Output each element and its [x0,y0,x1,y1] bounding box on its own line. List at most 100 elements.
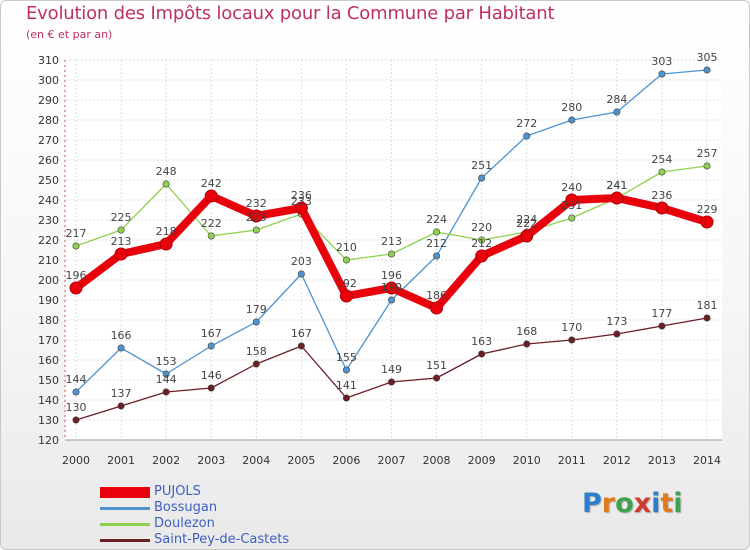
logo-letter: r [601,488,616,519]
data-label: 192 [336,277,357,290]
legend-swatch-saint-pey [100,539,150,542]
data-point [433,228,441,236]
data-point [475,249,489,263]
data-label: 173 [606,315,627,328]
data-label: 224 [516,213,537,226]
chart-legend: PUJOLS Bossugan Doulezon Saint-Pey-de-Ca… [100,484,360,548]
x-tick-label: 2011 [558,454,586,467]
data-point [523,132,531,140]
data-label: 210 [336,241,357,254]
data-label: 229 [697,203,718,216]
x-tick-label: 2007 [378,454,406,467]
data-point [342,394,350,402]
data-point [162,388,170,396]
data-label: 144 [156,373,177,386]
data-label: 222 [201,217,222,230]
data-point [252,226,260,234]
data-label: 146 [201,369,222,382]
legend-label-doulezon: Doulezon [154,516,215,531]
data-point [565,193,579,207]
data-point [387,250,395,258]
data-label: 151 [426,359,447,372]
data-label: 217 [66,227,87,240]
data-label: 220 [471,221,492,234]
data-point [387,296,395,304]
data-label: 141 [336,379,357,392]
y-tick-label: 220 [38,234,59,247]
data-point [433,252,441,260]
data-label: 218 [156,225,177,238]
data-label: 213 [381,235,402,248]
data-label: 170 [561,321,582,334]
data-point [703,314,711,322]
data-point [204,189,218,203]
legend-item-bossugan: Bossugan [100,500,360,516]
data-point [658,70,666,78]
data-point [658,168,666,176]
data-label: 303 [651,55,672,68]
data-point [117,344,125,352]
data-label: 212 [471,237,492,250]
y-tick-label: 240 [38,194,59,207]
chart-title: Evolution des Impôts locaux pour la Comm… [26,3,555,24]
data-point [478,350,486,358]
data-point [72,242,80,250]
data-label: 233 [291,195,312,208]
y-tick-label: 290 [38,94,59,107]
data-label: 222 [516,217,537,230]
y-tick-label: 190 [38,294,59,307]
data-point [72,388,80,396]
data-point [297,342,305,350]
data-label: 254 [651,153,672,166]
data-label: 272 [516,117,537,130]
legend-label-pujols: PUJOLS [154,484,201,499]
data-label: 257 [697,147,718,160]
x-tick-label: 2008 [423,454,451,467]
legend-item-saint-pey: Saint-Pey-de-Castets [100,532,360,548]
data-point [523,340,531,348]
logo-letter: P [582,488,602,519]
data-point [568,336,576,344]
data-label: 213 [111,235,132,248]
data-point [207,342,215,350]
data-label: 137 [111,387,132,400]
data-point [430,301,444,315]
data-label: 212 [426,237,447,250]
data-label: 241 [606,179,627,192]
data-label: 305 [697,51,718,64]
logo-letter: i [673,488,683,519]
data-point [478,174,486,182]
data-label: 190 [381,281,402,294]
data-point [568,116,576,124]
y-tick-label: 230 [38,214,59,227]
data-label: 153 [156,355,177,368]
proxiti-logo: Proxiti [582,488,683,519]
data-point [297,270,305,278]
y-tick-label: 250 [38,174,59,187]
y-tick-label: 120 [38,434,59,447]
data-point [117,402,125,410]
x-tick-label: 2001 [107,454,135,467]
data-label: 231 [561,199,582,212]
data-point [342,256,350,264]
y-tick-label: 210 [38,254,59,267]
y-tick-label: 260 [38,154,59,167]
x-tick-label: 2013 [648,454,676,467]
data-point [478,236,486,244]
data-label: 167 [201,327,222,340]
data-label: 241 [606,179,627,192]
data-label: 225 [111,211,132,224]
data-label: 196 [381,269,402,282]
data-point [162,180,170,188]
data-label: 158 [246,345,267,358]
legend-swatch-pujols [100,487,150,498]
x-tick-label: 2006 [332,454,360,467]
data-point [703,66,711,74]
logo-letter: x [633,488,652,519]
data-point [703,162,711,170]
x-tick-label: 2002 [152,454,180,467]
data-point [339,289,353,303]
x-tick-label: 2004 [242,454,270,467]
x-tick-label: 2003 [197,454,225,467]
